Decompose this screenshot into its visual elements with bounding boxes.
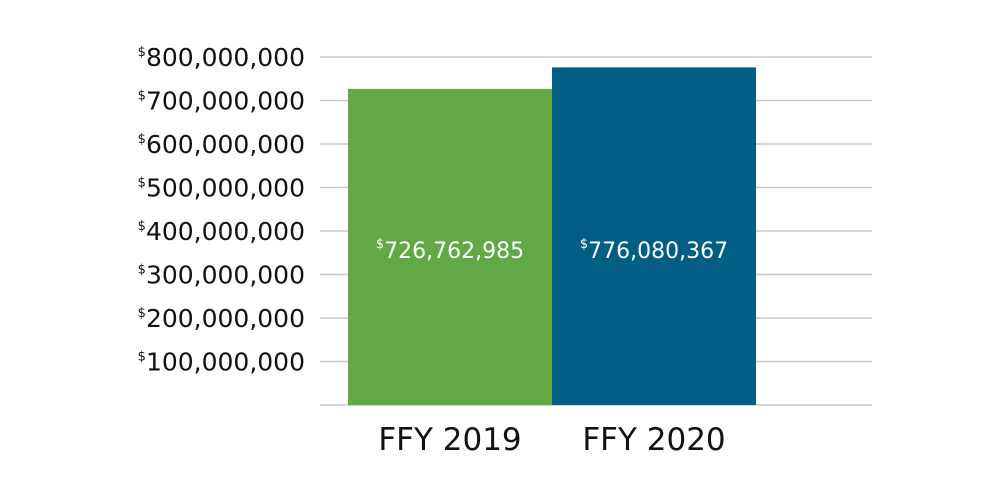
data-label: $726,762,985 [376, 237, 524, 264]
y-tick-label: $600,000,000 [138, 130, 305, 159]
y-tick-label: $500,000,000 [138, 174, 305, 203]
x-tick-label: FFY 2020 [582, 422, 725, 458]
bar [552, 67, 756, 406]
x-tick-label: FFY 2019 [378, 422, 521, 458]
bar [348, 88, 552, 406]
y-tick-label: $400,000,000 [138, 217, 305, 246]
y-tick-label: $300,000,000 [138, 261, 305, 290]
y-tick-label: $100,000,000 [138, 348, 305, 377]
y-tick-label: $200,000,000 [138, 304, 305, 333]
data-label: $776,080,367 [580, 237, 728, 264]
y-tick-label: $800,000,000 [138, 43, 305, 72]
y-tick-label: $700,000,000 [138, 87, 305, 116]
